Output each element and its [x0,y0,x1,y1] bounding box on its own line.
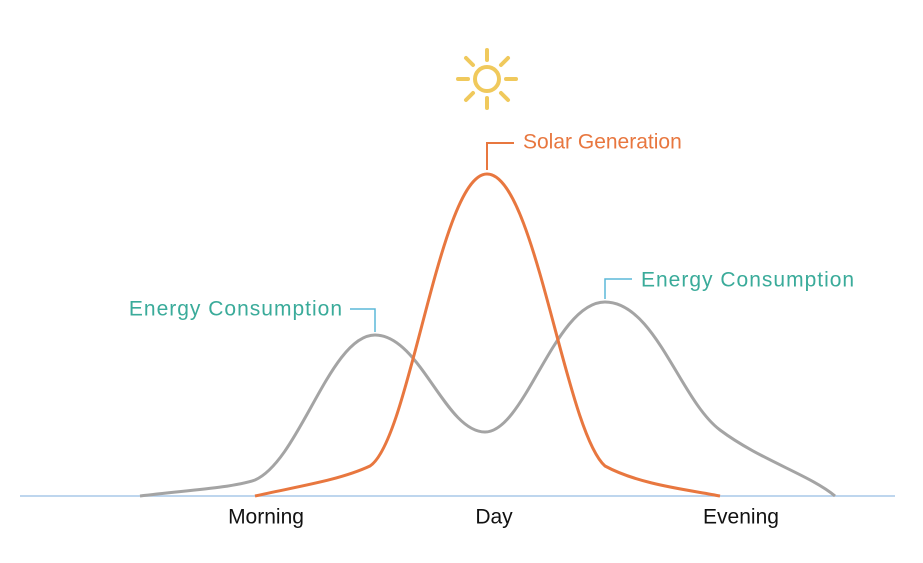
sun-icon [456,48,518,110]
callout-label: Energy Consumption [129,298,343,321]
x-label: Evening [703,506,779,529]
callout-label: Energy Consumption [641,269,855,292]
x-label: Day [475,506,513,529]
x-label: Morning [228,506,304,529]
solar-curve [254,172,721,498]
leader-line [486,142,514,170]
leader-line [350,308,376,332]
consumption-curve [139,300,836,498]
leader-line [604,278,632,299]
callout-label: Solar Generation [523,131,682,154]
